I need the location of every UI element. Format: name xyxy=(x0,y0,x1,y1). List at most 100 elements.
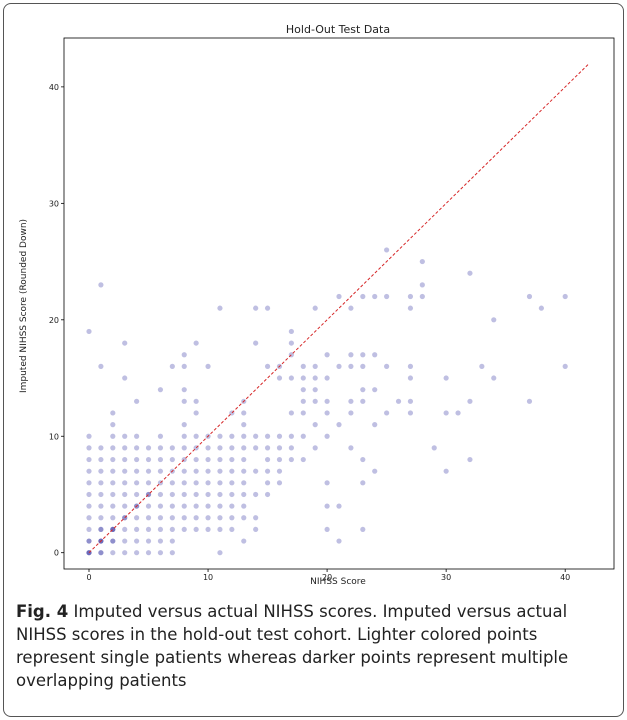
point xyxy=(562,363,568,369)
point xyxy=(134,480,140,486)
point xyxy=(300,456,306,463)
point xyxy=(479,363,485,369)
point xyxy=(86,433,92,439)
point xyxy=(217,433,223,439)
point xyxy=(336,538,342,544)
point xyxy=(312,305,318,311)
point xyxy=(217,468,223,474)
point xyxy=(360,526,366,533)
point xyxy=(217,491,223,498)
point xyxy=(205,526,211,533)
point xyxy=(276,480,283,486)
y-axis-label: Imputed NIHSS Score (Rounded Down) xyxy=(19,219,29,393)
caption-label: Fig. 4 xyxy=(16,602,69,621)
point xyxy=(336,363,342,369)
point xyxy=(157,387,164,393)
point xyxy=(419,258,425,265)
point xyxy=(157,515,164,521)
point xyxy=(407,363,414,369)
point xyxy=(253,340,259,346)
point xyxy=(264,480,271,486)
point xyxy=(157,550,164,556)
point xyxy=(229,468,235,474)
point xyxy=(86,503,92,509)
point xyxy=(336,422,342,428)
x-tick-label: 30 xyxy=(441,573,451,582)
point xyxy=(157,456,164,463)
point xyxy=(98,550,104,556)
point xyxy=(98,363,104,369)
point xyxy=(122,538,128,544)
point xyxy=(181,491,187,498)
point xyxy=(122,340,128,346)
point xyxy=(98,515,104,521)
point xyxy=(169,538,175,544)
point xyxy=(110,503,116,509)
point xyxy=(407,398,414,404)
point xyxy=(98,282,104,288)
point xyxy=(419,293,425,300)
point xyxy=(384,293,390,300)
x-tick-label: 10 xyxy=(203,573,213,582)
point xyxy=(169,503,175,509)
point xyxy=(253,515,259,521)
point xyxy=(288,340,294,346)
point xyxy=(443,410,449,416)
point xyxy=(98,526,104,533)
point xyxy=(229,456,235,463)
point xyxy=(241,503,247,509)
point xyxy=(86,468,92,474)
point xyxy=(348,305,354,311)
point xyxy=(312,363,318,369)
point xyxy=(98,503,104,509)
point xyxy=(229,445,235,451)
point xyxy=(181,363,187,369)
point xyxy=(241,433,247,439)
point xyxy=(431,445,437,451)
point xyxy=(264,363,271,369)
point xyxy=(276,456,283,463)
point xyxy=(145,468,152,474)
point xyxy=(324,526,330,533)
figure: Hold-Out Test Data NIHSS Score Imputed N… xyxy=(3,3,624,717)
point xyxy=(193,410,199,416)
x-tick-label: 20 xyxy=(322,573,332,582)
point xyxy=(300,363,306,369)
point xyxy=(264,491,271,498)
point xyxy=(360,456,366,463)
point xyxy=(157,491,164,498)
point xyxy=(229,526,235,533)
point xyxy=(134,526,140,533)
point xyxy=(122,375,128,381)
point xyxy=(86,515,92,521)
point xyxy=(384,247,390,253)
point xyxy=(241,468,247,474)
point xyxy=(145,445,152,451)
point xyxy=(288,328,294,335)
point xyxy=(253,468,259,474)
point xyxy=(169,491,175,498)
point xyxy=(86,538,92,544)
point xyxy=(98,445,104,451)
point xyxy=(205,363,211,369)
y-tick-label: 30 xyxy=(49,199,59,208)
point xyxy=(360,387,366,393)
point xyxy=(443,375,449,381)
point xyxy=(205,445,211,451)
point xyxy=(241,538,247,544)
point xyxy=(205,491,211,498)
point xyxy=(193,340,199,346)
point xyxy=(169,515,175,521)
point xyxy=(348,445,354,451)
point xyxy=(145,503,152,509)
y-tick-label: 10 xyxy=(49,432,59,441)
point xyxy=(229,480,235,486)
point xyxy=(253,491,259,498)
point xyxy=(145,550,152,556)
point xyxy=(229,433,235,439)
point xyxy=(562,293,568,300)
point xyxy=(110,468,116,474)
point xyxy=(526,398,533,404)
point xyxy=(110,515,116,521)
point xyxy=(217,503,223,509)
